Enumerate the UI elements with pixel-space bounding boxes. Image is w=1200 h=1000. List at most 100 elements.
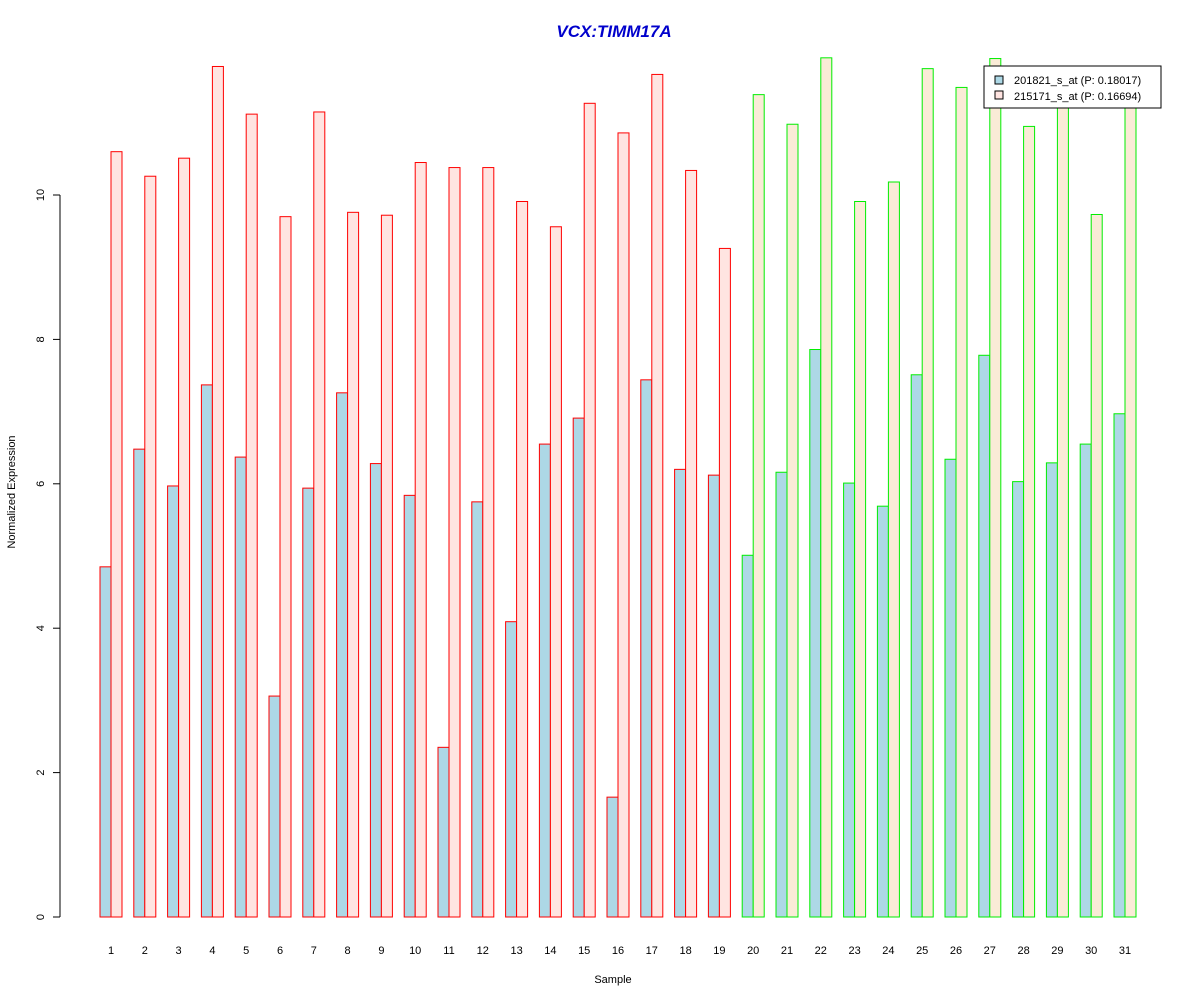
x-tick-label: 13 — [510, 945, 522, 957]
bars-group — [99, 57, 1137, 918]
bar-series-2 — [685, 169, 698, 918]
bar-series-2 — [989, 58, 1002, 918]
bar-series-1 — [843, 482, 856, 918]
x-tick-label: 20 — [747, 945, 759, 957]
bar-series-2 — [516, 200, 529, 918]
legend-label-series-2: 215171_s_at (P: 0.16694) — [1014, 91, 1141, 103]
bar-series-2 — [482, 167, 495, 918]
bar-series-1 — [403, 494, 416, 918]
bar-series-1 — [910, 374, 923, 918]
x-tick-labels: 1 2 3 4 5 6 7 8 9 10 11 12 13 14 15 16 17 18 19 20 21 22 23 24 2… — [108, 945, 1131, 957]
bar-series-1 — [471, 501, 484, 918]
bar-series-1 — [437, 746, 450, 918]
chart-title: VCX:TIMM17A — [556, 22, 671, 41]
bar-series-2 — [1090, 213, 1103, 918]
bar-series-1 — [876, 505, 889, 918]
bar-series-2 — [854, 200, 867, 918]
x-tick-label: 14 — [544, 945, 556, 957]
bar-series-1 — [944, 458, 957, 918]
legend-swatch-series-1 — [994, 75, 1004, 85]
bar-series-2 — [347, 211, 360, 918]
x-tick-label: 15 — [578, 945, 590, 957]
bar-series-1 — [640, 379, 653, 918]
x-tick-label: 31 — [1119, 945, 1131, 957]
bar-series-2 — [549, 226, 562, 918]
bar-series-2 — [921, 68, 934, 918]
bar-series-1 — [572, 417, 585, 918]
bar-series-2 — [887, 181, 900, 918]
bar-series-2 — [144, 175, 157, 918]
x-tick-label: 6 — [277, 945, 283, 957]
bar-series-1 — [505, 621, 518, 918]
bar-series-2 — [786, 123, 799, 918]
bar-series-1 — [1045, 462, 1058, 918]
y-tick-label: 10 — [35, 189, 47, 201]
bar-series-1 — [336, 392, 349, 918]
y-tick-label: 8 — [35, 336, 47, 342]
x-tick-label: 21 — [781, 945, 793, 957]
legend-box — [983, 65, 1162, 109]
x-tick-label: 23 — [848, 945, 860, 957]
bar-series-1 — [200, 384, 213, 918]
bar-series-1 — [1012, 481, 1025, 918]
bar-series-2 — [178, 157, 191, 918]
bar-series-1 — [674, 468, 687, 918]
x-tick-label: 11 — [443, 945, 454, 957]
legend-swatch-series-2 — [994, 90, 1004, 100]
legend: 201821_s_at (P: 0.18017) 215171_s_at (P:… — [983, 65, 1162, 109]
y-tick-label: 4 — [35, 625, 47, 631]
x-tick-label: 8 — [345, 945, 351, 957]
bar-series-2 — [245, 113, 258, 918]
x-tick-label: 4 — [209, 945, 215, 957]
x-axis-label: Sample — [594, 974, 631, 986]
bar-series-1 — [606, 796, 619, 918]
bar-series-2 — [752, 94, 765, 918]
y-tick-label: 6 — [35, 481, 47, 487]
bar-series-1 — [369, 463, 382, 918]
bar-series-2 — [211, 65, 224, 918]
bar-series-1 — [775, 471, 788, 918]
bar-series-1 — [99, 566, 112, 918]
x-tick-label: 7 — [311, 945, 317, 957]
x-tick-label: 30 — [1085, 945, 1097, 957]
bar-series-1 — [538, 443, 551, 918]
bar-series-1 — [302, 487, 315, 918]
y-axis-label: Normalized Expression — [6, 435, 18, 548]
x-tick-label: 22 — [815, 945, 827, 957]
bar-series-2 — [651, 73, 664, 918]
x-tick-label: 26 — [950, 945, 962, 957]
x-tick-label: 28 — [1017, 945, 1029, 957]
bar-series-2 — [313, 111, 326, 918]
bar-series-2 — [1023, 125, 1036, 918]
legend-label-series-1: 201821_s_at (P: 0.18017) — [1014, 75, 1141, 87]
y-tick-label: 2 — [35, 770, 47, 776]
x-tick-label: 5 — [243, 945, 249, 957]
bar-series-2 — [414, 162, 427, 918]
x-tick-label: 27 — [984, 945, 996, 957]
x-tick-label: 18 — [679, 945, 691, 957]
x-tick-label: 24 — [882, 945, 894, 957]
x-tick-label: 10 — [409, 945, 421, 957]
bar-series-1 — [978, 354, 991, 918]
x-tick-label: 1 — [108, 945, 114, 957]
x-tick-label: 3 — [176, 945, 182, 957]
bar-series-1 — [234, 456, 247, 918]
bar-series-2 — [617, 132, 630, 918]
bar-series-1 — [167, 485, 180, 918]
bar-series-2 — [110, 151, 123, 918]
y-tick-label: 0 — [35, 914, 47, 920]
bar-series-2 — [718, 247, 731, 918]
bar-series-1 — [133, 448, 146, 918]
bar-series-2 — [448, 167, 461, 918]
x-tick-label: 16 — [612, 945, 624, 957]
bar-series-1 — [707, 474, 720, 918]
y-axis: 0 2 4 6 8 10 — [35, 189, 61, 920]
bar-series-1 — [809, 349, 822, 918]
bar-series-2 — [583, 102, 596, 918]
bar-series-2 — [820, 57, 833, 918]
bar-series-2 — [955, 86, 968, 918]
x-tick-label: 12 — [477, 945, 489, 957]
x-tick-label: 19 — [713, 945, 725, 957]
bar-series-2 — [1124, 87, 1137, 918]
